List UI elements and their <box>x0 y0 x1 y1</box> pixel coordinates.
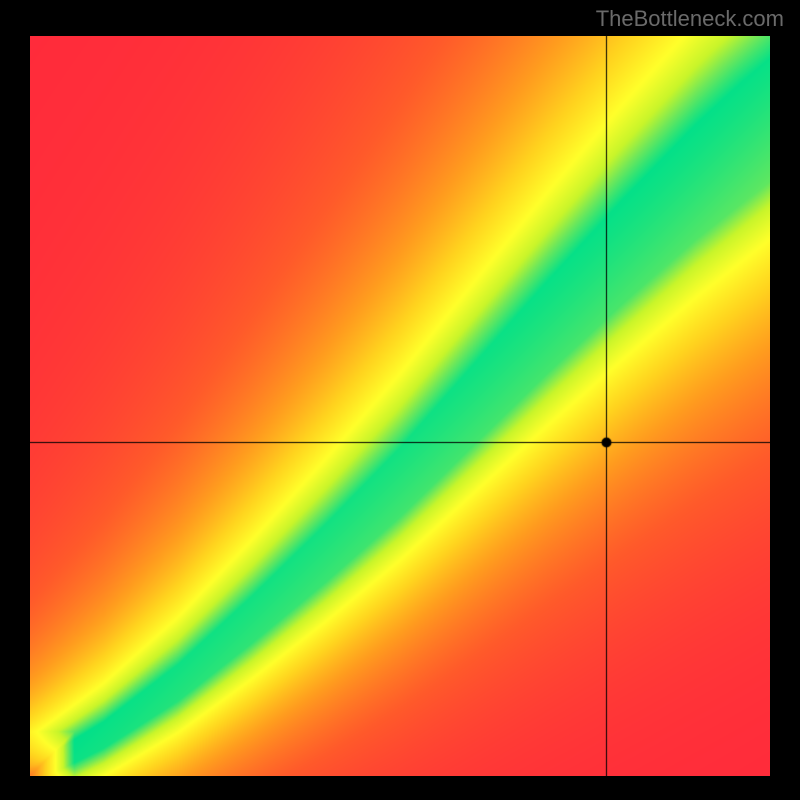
watermark-text: TheBottleneck.com <box>596 6 784 32</box>
bottleneck-heatmap <box>30 36 770 776</box>
